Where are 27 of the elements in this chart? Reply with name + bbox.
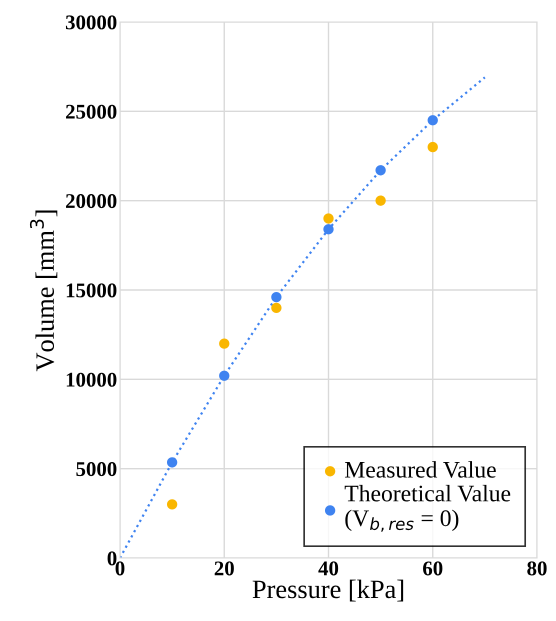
legend-label: Measured Value: [344, 461, 496, 478]
x-tick-label: 60: [423, 561, 442, 576]
legend-label: Theoretical Value (V$_{b,res}$ = 0): [344, 484, 510, 532]
x-axis-title: Pressure [kPa]: [252, 580, 404, 602]
point: [323, 213, 334, 224]
point: [375, 165, 386, 176]
y-tick-label: 5000: [76, 462, 116, 476]
y-axis-title: Volume [mm$^{3}$]: [30, 210, 58, 372]
x-tick-label: 80: [527, 561, 547, 576]
point: [323, 224, 334, 234]
y-tick-label: 30000: [66, 15, 116, 30]
y-tick-label: 25000: [66, 104, 116, 119]
y-tick-label: 0: [108, 551, 116, 566]
point: [271, 302, 282, 314]
point: [428, 142, 438, 152]
x-tick-label: 20: [214, 561, 234, 576]
y-tick-label: 20000: [66, 194, 116, 208]
y-tick-label: 15000: [66, 283, 116, 298]
point: [166, 499, 178, 510]
point: [375, 196, 386, 206]
x-tick-label: 40: [318, 561, 338, 576]
point: [166, 457, 178, 468]
point: [428, 115, 438, 126]
point: [271, 292, 282, 302]
point: [219, 370, 230, 381]
y-tick-label: 10000: [66, 372, 116, 387]
point: [219, 338, 230, 349]
